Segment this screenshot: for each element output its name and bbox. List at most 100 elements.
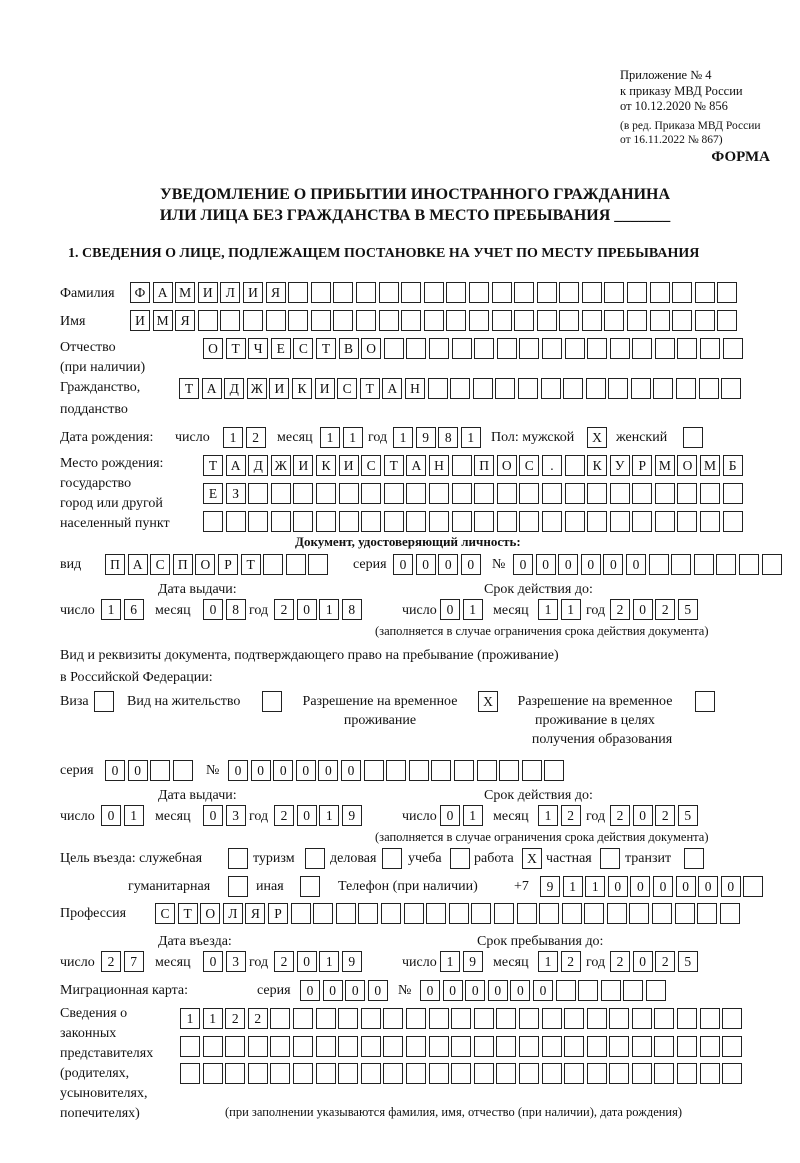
char-box[interactable]: [559, 310, 580, 331]
purpose-official-checkbox[interactable]: [228, 848, 251, 869]
char-box[interactable]: П: [105, 554, 125, 575]
char-box[interactable]: 2: [655, 805, 676, 826]
char-box[interactable]: М: [700, 455, 721, 476]
char-box[interactable]: [270, 1008, 291, 1029]
char-box[interactable]: [292, 1063, 313, 1084]
char-box[interactable]: [172, 760, 193, 781]
char-box[interactable]: М: [152, 310, 173, 331]
char-box[interactable]: [292, 1036, 313, 1057]
char-box[interactable]: 0: [625, 554, 646, 575]
char-box[interactable]: [383, 338, 404, 359]
char-box[interactable]: [716, 554, 737, 575]
char-box[interactable]: [242, 310, 263, 331]
char-box[interactable]: 0: [440, 599, 460, 620]
char-box[interactable]: [721, 378, 742, 399]
char-box[interactable]: 0: [296, 805, 317, 826]
char-box[interactable]: X: [478, 691, 498, 712]
char-box[interactable]: 0: [203, 599, 223, 620]
char-box[interactable]: [541, 1063, 562, 1084]
char-box[interactable]: О: [677, 455, 698, 476]
char-box[interactable]: Ф: [130, 282, 150, 303]
char-box[interactable]: 1: [101, 599, 121, 620]
char-box[interactable]: [225, 1063, 246, 1084]
char-box[interactable]: [609, 1008, 630, 1029]
char-box[interactable]: [423, 310, 444, 331]
char-box[interactable]: [468, 282, 489, 303]
char-box[interactable]: [536, 282, 557, 303]
char-box[interactable]: [428, 1008, 449, 1029]
char-box[interactable]: [559, 282, 580, 303]
char-box[interactable]: К: [315, 455, 336, 476]
char-box[interactable]: [300, 876, 320, 897]
char-box[interactable]: 3: [225, 951, 246, 972]
char-box[interactable]: [684, 848, 704, 869]
char-box[interactable]: [360, 1063, 381, 1084]
char-box[interactable]: [446, 282, 467, 303]
char-box[interactable]: 9: [341, 951, 362, 972]
char-box[interactable]: [265, 310, 286, 331]
char-box[interactable]: [361, 483, 382, 504]
char-box[interactable]: [363, 760, 384, 781]
char-box[interactable]: 0: [603, 554, 624, 575]
char-box[interactable]: [699, 1063, 720, 1084]
char-box[interactable]: 0: [105, 760, 125, 781]
char-box[interactable]: [496, 1063, 517, 1084]
char-box[interactable]: [451, 483, 472, 504]
sex-male-checkbox[interactable]: X: [587, 427, 610, 448]
char-box[interactable]: О: [200, 903, 221, 924]
char-box[interactable]: [426, 903, 447, 924]
char-box[interactable]: К: [587, 455, 608, 476]
char-box[interactable]: [674, 903, 695, 924]
char-box[interactable]: И: [130, 310, 150, 331]
birthplace-field-3[interactable]: [203, 511, 745, 532]
char-box[interactable]: [694, 282, 715, 303]
char-box[interactable]: [308, 554, 329, 575]
char-box[interactable]: [649, 282, 670, 303]
visa-checkbox[interactable]: [94, 691, 117, 712]
char-box[interactable]: [609, 511, 630, 532]
char-box[interactable]: Н: [428, 455, 449, 476]
char-box[interactable]: [310, 310, 331, 331]
char-box[interactable]: [654, 1036, 675, 1057]
char-box[interactable]: [631, 1008, 652, 1029]
char-box[interactable]: [738, 554, 759, 575]
char-box[interactable]: [313, 903, 334, 924]
char-box[interactable]: [382, 848, 402, 869]
char-box[interactable]: П: [474, 455, 495, 476]
char-box[interactable]: 1: [440, 951, 460, 972]
char-box[interactable]: 0: [127, 760, 148, 781]
char-box[interactable]: [722, 511, 743, 532]
char-box[interactable]: [94, 691, 114, 712]
char-box[interactable]: [564, 455, 585, 476]
char-box[interactable]: [518, 1008, 539, 1029]
char-box[interactable]: 1: [462, 599, 483, 620]
char-box[interactable]: [378, 310, 399, 331]
char-box[interactable]: 0: [296, 951, 317, 972]
char-box[interactable]: [448, 903, 469, 924]
char-box[interactable]: [270, 511, 291, 532]
char-box[interactable]: 9: [540, 876, 560, 897]
char-box[interactable]: [333, 282, 354, 303]
char-box[interactable]: Д: [224, 378, 245, 399]
char-box[interactable]: 0: [632, 599, 653, 620]
char-box[interactable]: [761, 554, 782, 575]
char-box[interactable]: [516, 903, 537, 924]
char-box[interactable]: 7: [123, 951, 144, 972]
char-box[interactable]: [472, 378, 493, 399]
char-box[interactable]: [428, 483, 449, 504]
char-box[interactable]: [496, 483, 517, 504]
char-box[interactable]: [519, 338, 540, 359]
char-box[interactable]: 0: [535, 554, 556, 575]
trp-checkbox[interactable]: X: [478, 691, 501, 712]
char-box[interactable]: 0: [420, 980, 440, 1001]
char-box[interactable]: [248, 483, 269, 504]
